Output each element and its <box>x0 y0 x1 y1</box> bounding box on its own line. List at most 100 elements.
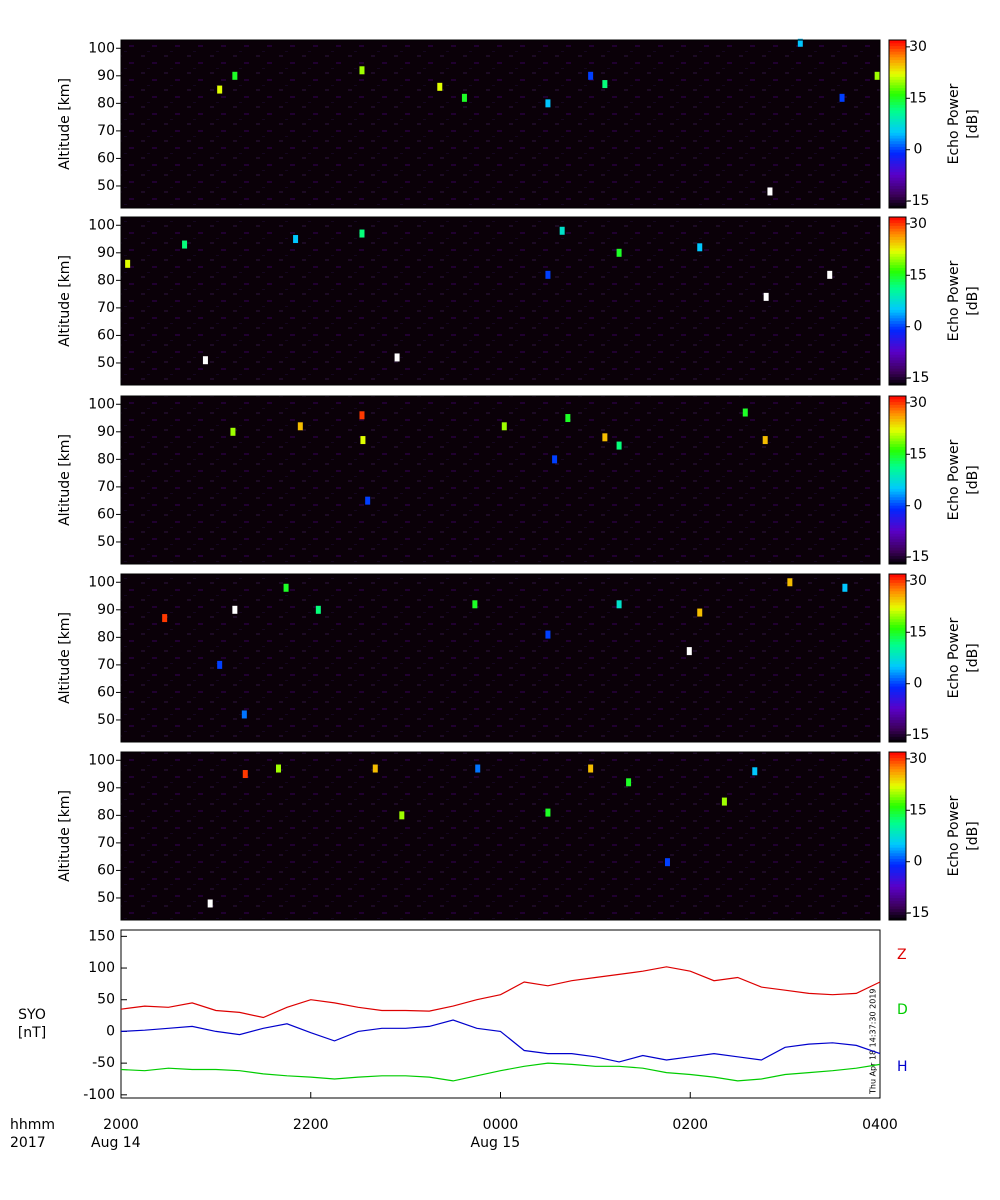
y-tick-label: 100 <box>88 574 115 590</box>
echo <box>767 187 773 196</box>
colorbar-cell <box>889 582 906 586</box>
echo <box>399 811 405 820</box>
echo <box>232 605 238 614</box>
colorbar-cell <box>889 502 906 506</box>
colorbar-frame <box>888 39 907 209</box>
x-tick-label: 2200 <box>293 1117 329 1133</box>
colorbar-cell <box>889 864 906 868</box>
echo <box>365 496 371 505</box>
colorbar-cell <box>889 524 906 529</box>
echo <box>501 422 507 431</box>
colorbar-cell <box>889 345 906 350</box>
echo <box>283 583 289 592</box>
y-tick-label: 60 <box>97 862 115 878</box>
plot-background <box>121 752 880 920</box>
echo <box>588 764 594 773</box>
colorbar-cell <box>889 82 906 86</box>
colorbar-cell <box>889 205 906 209</box>
colorbar-tick-label: 0 <box>914 319 923 335</box>
y-tick-label: 80 <box>97 451 115 467</box>
colorbar-cell <box>889 488 906 492</box>
colorbar-cell <box>889 683 906 687</box>
colorbar-cell <box>889 84 906 89</box>
colorbar-cell <box>889 177 906 181</box>
colorbar-cell <box>889 340 906 344</box>
colorbar-cell <box>889 317 906 322</box>
colorbar-cell <box>889 513 906 517</box>
echo <box>752 767 758 776</box>
colorbar-cell <box>889 596 906 600</box>
colorbar-cell <box>889 886 906 890</box>
y-tick-label: 60 <box>97 506 115 522</box>
echo <box>359 229 365 238</box>
colorbar-cell <box>889 900 906 904</box>
y-axis-label: Altitude [km] <box>57 78 73 170</box>
echo <box>787 578 793 587</box>
colorbar-cell <box>889 270 906 274</box>
colorbar-cell <box>889 739 906 743</box>
colorbar-tick-label: 15 <box>909 90 927 106</box>
colorbar-cell <box>889 199 906 203</box>
colorbar-cell <box>889 752 906 756</box>
colorbar-cell <box>889 485 906 489</box>
colorbar-cell <box>889 604 906 609</box>
colorbar-cell <box>889 763 906 767</box>
plot-background <box>121 40 880 208</box>
colorbar-frame <box>888 216 907 386</box>
colorbar-cell <box>889 627 906 631</box>
colorbar-cell <box>889 87 906 91</box>
y-axis-label: [nT] <box>18 1025 46 1041</box>
colorbar-cell <box>889 259 906 263</box>
colorbar-cell <box>889 852 906 857</box>
colorbar-cell <box>889 435 906 439</box>
legend-label: H <box>897 1059 908 1075</box>
y-axis-label: Altitude [km] <box>57 612 73 704</box>
plot-frame <box>120 751 881 921</box>
colorbar-tick-label: 30 <box>909 39 927 55</box>
colorbar-cell <box>889 261 906 266</box>
y-axis-label: Altitude [km] <box>57 434 73 526</box>
colorbar-cell <box>889 505 906 509</box>
colorbar-cell <box>889 267 906 271</box>
colorbar-cell <box>889 379 906 383</box>
colorbar-cell <box>889 418 906 422</box>
colorbar-cell <box>889 624 906 628</box>
colorbar-cell <box>889 373 906 378</box>
colorbar-cell <box>889 217 906 221</box>
colorbar-cell <box>889 264 906 268</box>
colorbar-cell <box>889 533 906 537</box>
plot-frame <box>120 573 881 743</box>
y-tick-label: 50 <box>97 178 115 194</box>
colorbar-tick-label: 0 <box>914 142 923 158</box>
echo <box>874 71 880 80</box>
plot-frame <box>120 216 881 386</box>
colorbar-cell <box>889 836 906 840</box>
date-label: Aug 15 <box>471 1135 521 1151</box>
colorbar-cell <box>889 641 906 645</box>
y-tick-label: 90 <box>97 780 115 796</box>
plot-background <box>121 574 880 742</box>
colorbar-cell <box>889 275 906 280</box>
y-axis-label: SYO <box>18 1007 46 1023</box>
colorbar-cell <box>889 588 906 592</box>
colorbar-label: Echo Power <box>946 617 962 698</box>
colorbar-tick-label: 30 <box>909 573 927 589</box>
colorbar-cell <box>889 538 906 543</box>
colorbar-cell <box>889 816 906 820</box>
y-tick-label: 50 <box>97 534 115 550</box>
colorbar-cell <box>889 247 906 252</box>
colorbar-cell <box>889 138 906 142</box>
colorbar-label: Echo Power <box>946 439 962 520</box>
colorbar-tick-label: -15 <box>907 905 930 921</box>
echo <box>217 660 223 669</box>
colorbar-cell <box>889 802 906 806</box>
colorbar-cell <box>889 412 906 417</box>
colorbar-cell <box>889 822 906 826</box>
y-tick-label: -100 <box>83 1087 115 1103</box>
colorbar-cell <box>889 658 906 662</box>
legend-label: D <box>897 1002 908 1018</box>
colorbar-cell <box>889 368 906 372</box>
colorbar-cell <box>889 666 906 670</box>
colorbar-cell <box>889 376 906 380</box>
y-axis-label: Altitude [km] <box>57 790 73 882</box>
